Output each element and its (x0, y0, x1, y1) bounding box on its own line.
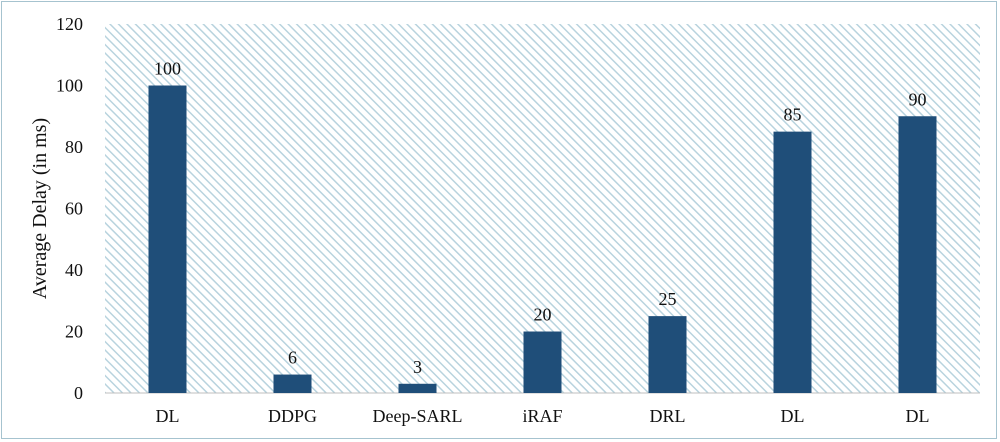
y-tick-label: 60 (65, 199, 83, 219)
y-tick-label: 100 (56, 76, 83, 96)
y-tick-label: 80 (65, 137, 83, 157)
bar (148, 85, 187, 393)
bar (898, 116, 937, 393)
x-tick-label: DDPG (268, 406, 317, 426)
y-tick-label: 120 (56, 14, 83, 34)
x-tick-label: Deep-SARL (373, 406, 463, 426)
bar (398, 383, 437, 393)
data-label: 25 (659, 289, 677, 309)
data-label: 3 (413, 357, 422, 377)
bar (273, 374, 312, 393)
data-label: 100 (154, 59, 181, 79)
x-tick-label: DL (781, 406, 805, 426)
x-axis-categories: DL DDPG Deep-SARL iRAF DRL DL DL (156, 406, 930, 426)
data-label: 6 (288, 348, 297, 368)
x-tick-label: DL (156, 406, 180, 426)
bar (523, 331, 562, 393)
data-label: 20 (534, 305, 552, 325)
y-axis-label: Average Delay (in ms) (29, 118, 51, 299)
bar (648, 316, 687, 393)
bars (148, 85, 937, 393)
data-label: 90 (909, 89, 927, 109)
x-tick-label: DRL (650, 406, 686, 426)
x-tick-label: iRAF (522, 406, 562, 426)
y-tick-label: 40 (65, 260, 83, 280)
data-labels: 100 6 3 20 25 85 90 (154, 59, 927, 377)
x-tick-label: DL (906, 406, 930, 426)
bar (773, 131, 812, 393)
y-tick-label: 20 (65, 322, 83, 342)
y-axis-ticks: 0 20 40 60 80 100 120 (56, 14, 83, 403)
data-label: 85 (784, 105, 802, 125)
y-tick-label: 0 (74, 383, 83, 403)
